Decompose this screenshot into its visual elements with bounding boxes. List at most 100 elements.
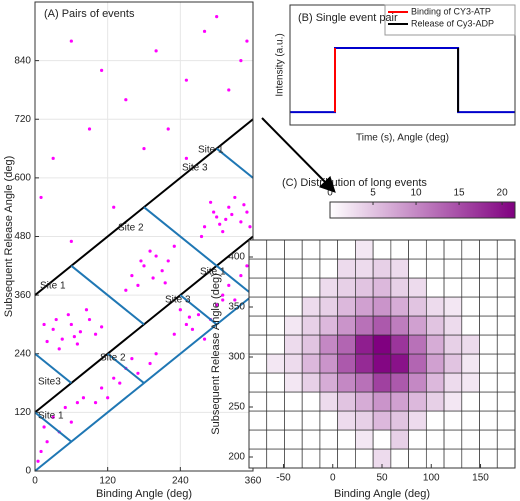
cell: [372, 372, 392, 393]
site-label: Site 3: [165, 295, 191, 306]
axes-box: [34, 1, 254, 472]
guide-line: [216, 265, 254, 296]
cell: [496, 296, 516, 317]
point: [72, 335, 76, 339]
cell: [479, 353, 498, 374]
cell: [301, 258, 321, 279]
cell: [284, 353, 303, 374]
point: [221, 298, 225, 302]
cell: [425, 296, 445, 317]
cell: [443, 429, 463, 450]
cell: [443, 448, 463, 469]
colorbar-tick-label: 0: [327, 188, 333, 199]
cell: [461, 315, 480, 336]
point: [69, 39, 73, 43]
point: [178, 308, 182, 312]
cell: [319, 353, 339, 374]
colorbar-tick-label: 20: [497, 188, 509, 199]
cell: [443, 296, 463, 317]
cell: [408, 334, 427, 355]
cell: [284, 410, 303, 431]
point: [139, 259, 143, 263]
x-tick-label: -50: [276, 473, 291, 484]
cell: [337, 258, 356, 279]
cell: [425, 410, 445, 431]
cell: [479, 296, 498, 317]
cell: [248, 277, 268, 298]
y-axis-label: Intensity (a.u.): [275, 33, 286, 96]
point: [84, 308, 89, 312]
cell: [319, 334, 339, 355]
cell: [266, 391, 285, 412]
point: [87, 317, 92, 322]
cell: [301, 334, 321, 355]
point: [130, 273, 134, 278]
cell: [496, 429, 516, 450]
cell: [496, 315, 516, 336]
point: [60, 337, 64, 341]
cell: [284, 448, 303, 469]
site-label: Site 1: [40, 281, 66, 292]
site-label: Site 2: [100, 353, 126, 364]
x-tick-label: 240: [172, 476, 189, 487]
cell: [284, 334, 303, 355]
y-tick-label: 400: [228, 252, 245, 263]
guide-line: [143, 206, 218, 267]
cell: [390, 391, 409, 412]
cell: [461, 277, 480, 298]
cell: [461, 239, 480, 260]
point: [230, 212, 234, 217]
point: [227, 88, 231, 92]
cell: [266, 296, 285, 317]
y-axis-label: Subsequent Release Angle (deg): [3, 156, 15, 317]
point: [118, 381, 122, 385]
legend-label: Binding of CY3-ATP: [411, 6, 491, 16]
point: [202, 29, 207, 33]
y-tick-label: 360: [14, 290, 31, 301]
point: [100, 386, 104, 390]
point: [202, 225, 207, 229]
site-label: Site 1: [200, 267, 226, 278]
cell: [390, 296, 409, 317]
site-label: Site 3: [182, 163, 208, 174]
cell: [461, 429, 480, 450]
cell: [496, 448, 516, 469]
cell: [284, 296, 303, 317]
guide-line: [34, 411, 72, 443]
point: [239, 273, 243, 278]
cell: [390, 239, 409, 260]
point: [172, 244, 176, 248]
cell: [408, 391, 427, 412]
cell: [461, 334, 480, 355]
arrow: [261, 117, 336, 193]
cell: [355, 429, 374, 450]
point: [63, 405, 67, 410]
cell: [355, 296, 374, 317]
cell: [266, 353, 285, 374]
point: [154, 49, 158, 53]
cell: [337, 239, 356, 260]
point: [199, 234, 204, 239]
point: [227, 283, 231, 287]
x-tick-label: 100: [423, 473, 440, 484]
cell: [301, 372, 321, 393]
point: [87, 127, 92, 131]
cell: [248, 239, 268, 260]
cell: [479, 277, 498, 298]
cell: [443, 258, 463, 279]
cell: [496, 410, 516, 431]
point: [148, 249, 152, 253]
cell: [461, 258, 480, 279]
cell: [355, 315, 374, 336]
cell: [408, 372, 427, 393]
panel-title: (B) Single event pair: [298, 12, 398, 24]
cell: [266, 277, 285, 298]
cell: [284, 277, 303, 298]
cell: [461, 391, 480, 412]
cell: [425, 334, 445, 355]
cell: [248, 391, 268, 412]
cell: [408, 258, 427, 279]
point: [209, 200, 213, 204]
cell: [425, 353, 445, 374]
cell: [408, 410, 427, 431]
